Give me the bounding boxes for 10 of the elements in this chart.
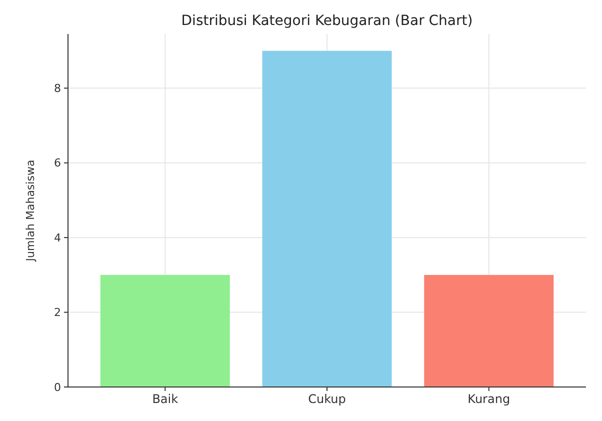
x-tick-label: Cukup <box>308 392 346 406</box>
chart-title: Distribusi Kategori Kebugaran (Bar Chart) <box>181 13 473 29</box>
y-tick-label: 8 <box>54 82 61 96</box>
y-tick-label: 0 <box>54 380 61 394</box>
y-axis-title: Jumlah Mahasiswa <box>24 160 37 262</box>
y-tick-label: 4 <box>54 231 61 244</box>
x-tick-label: Baik <box>152 392 178 406</box>
y-tick-label: 6 <box>54 156 61 170</box>
x-tick-label: Kurang <box>468 392 510 406</box>
y-tick-label: 2 <box>54 306 61 320</box>
